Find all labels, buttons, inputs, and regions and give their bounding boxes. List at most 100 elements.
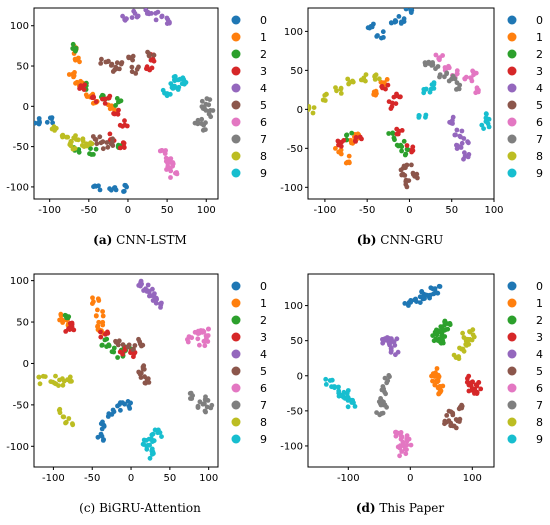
legend-label-6: 6 <box>536 116 543 129</box>
legend-label-5: 5 <box>260 99 267 112</box>
legend-label-7: 7 <box>536 399 543 412</box>
data-point-class-6 <box>159 148 165 153</box>
data-point-class-9 <box>149 436 154 442</box>
data-point-class-2 <box>344 132 349 138</box>
data-point-class-5 <box>146 380 152 385</box>
data-point-class-0 <box>417 300 423 305</box>
data-point-class-4 <box>382 337 388 343</box>
data-point-class-0 <box>122 182 128 188</box>
data-point-class-1 <box>91 299 96 305</box>
data-point-class-3 <box>103 96 108 102</box>
data-point-class-8 <box>63 419 69 425</box>
legend: 0 1 2 3 4 5 6 7 8 9 <box>231 14 267 180</box>
data-point-class-5 <box>104 140 110 145</box>
legend-label-5: 5 <box>260 365 267 378</box>
data-point-class-6 <box>462 76 468 81</box>
data-point-class-9 <box>429 82 435 87</box>
data-point-class-3 <box>385 82 391 88</box>
data-point-class-3 <box>468 380 474 386</box>
legend-marker-6 <box>231 383 241 393</box>
data-point-class-2 <box>115 355 120 360</box>
data-point-class-4 <box>450 118 455 123</box>
data-point-class-7 <box>199 98 205 104</box>
data-point-class-9 <box>327 378 333 383</box>
legend-label-1: 1 <box>260 297 267 310</box>
data-point-class-4 <box>380 340 386 346</box>
data-point-class-0 <box>105 414 111 419</box>
data-point-class-5 <box>117 66 122 72</box>
data-point-class-4 <box>165 17 171 23</box>
data-point-class-5 <box>98 61 104 66</box>
data-point-class-3 <box>478 386 484 392</box>
data-point-class-8 <box>56 383 61 388</box>
data-point-class-1 <box>433 378 439 384</box>
data-point-class-9 <box>170 86 176 91</box>
legend-marker-1 <box>507 298 517 308</box>
data-point-class-3 <box>117 122 123 128</box>
data-point-class-7 <box>454 87 459 92</box>
data-point-class-5 <box>138 370 144 376</box>
data-point-class-4 <box>453 132 458 138</box>
data-point-class-1 <box>95 296 101 302</box>
data-point-class-6 <box>197 342 202 348</box>
data-point-class-7 <box>207 97 213 102</box>
data-point-class-8 <box>350 78 355 84</box>
x-tick-label: 100 <box>199 473 218 484</box>
legend-label-0: 0 <box>536 14 543 27</box>
data-point-class-2 <box>349 130 355 136</box>
legend-marker-9 <box>231 434 241 444</box>
data-point-class-5 <box>459 402 464 408</box>
data-point-class-7 <box>377 412 383 418</box>
data-point-class-5 <box>142 374 148 380</box>
data-point-class-2 <box>430 333 436 338</box>
y-tick-label: -100 <box>6 442 29 453</box>
data-point-class-9 <box>421 87 427 92</box>
panel-caption: (a) CNN-LSTM <box>93 233 187 247</box>
caption-text: CNN-LSTM <box>112 233 187 247</box>
x-tick-label: 0 <box>407 473 413 484</box>
data-point-class-3 <box>120 140 126 146</box>
data-point-class-3 <box>469 386 475 391</box>
data-point-class-5 <box>448 409 454 415</box>
data-point-class-0 <box>423 292 429 298</box>
data-point-class-5 <box>457 416 463 422</box>
data-point-class-8 <box>60 382 66 388</box>
data-point-class-1 <box>95 307 100 313</box>
y-tick-label: -50 <box>13 142 29 153</box>
data-point-class-1 <box>93 313 99 319</box>
data-point-class-8 <box>67 374 73 380</box>
data-point-class-2 <box>403 151 409 157</box>
data-point-class-7 <box>199 116 205 122</box>
data-point-class-0 <box>414 299 419 304</box>
data-point-class-3 <box>63 329 69 334</box>
data-point-class-3 <box>124 123 130 129</box>
data-point-class-9 <box>147 455 153 461</box>
data-point-class-2 <box>440 340 446 346</box>
data-point-class-4 <box>454 127 460 133</box>
data-point-class-4 <box>159 300 164 306</box>
data-point-class-6 <box>168 168 174 174</box>
data-point-class-8 <box>320 97 326 103</box>
data-point-class-3 <box>353 135 359 140</box>
data-point-class-6 <box>468 75 473 81</box>
data-point-class-2 <box>390 131 396 137</box>
legend-marker-7 <box>231 134 241 144</box>
x-tick-label: -50 <box>359 205 375 216</box>
data-point-class-3 <box>338 143 344 149</box>
data-point-class-2 <box>70 41 76 47</box>
data-point-class-3 <box>81 87 87 92</box>
legend: 0 1 2 3 4 5 6 7 8 9 <box>231 280 267 446</box>
data-point-class-1 <box>58 311 64 317</box>
data-point-class-1 <box>96 319 102 325</box>
data-point-class-7 <box>204 404 210 410</box>
data-point-class-1 <box>60 320 65 325</box>
data-point-class-5 <box>140 366 146 372</box>
data-point-class-3 <box>122 347 128 353</box>
data-point-class-5 <box>134 66 140 72</box>
data-point-class-2 <box>438 324 444 329</box>
legend-marker-4 <box>231 83 241 93</box>
legend-marker-6 <box>507 383 517 393</box>
data-point-class-3 <box>107 131 113 137</box>
data-point-class-5 <box>106 58 111 64</box>
data-point-class-8 <box>460 330 465 336</box>
